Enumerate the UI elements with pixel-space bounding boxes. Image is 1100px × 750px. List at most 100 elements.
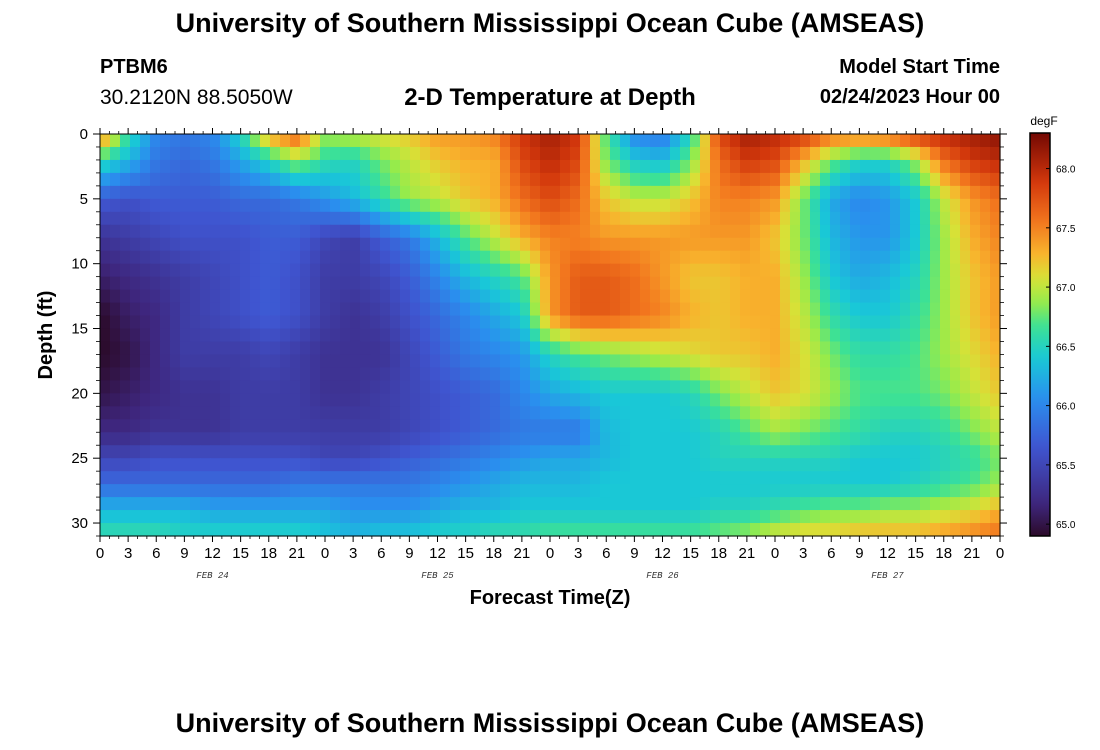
heatmap-cell [160,406,171,420]
heatmap-cell [420,134,431,148]
heatmap-cell [740,354,751,369]
heatmap-cell [900,354,911,369]
heatmap-cell [330,354,341,369]
heatmap-cell [250,185,261,200]
heatmap-cell [260,471,271,485]
heatmap-cell [690,406,701,420]
heatmap-cell [370,471,381,485]
heatmap-cell [490,250,501,265]
heatmap-cell [480,302,491,317]
heatmap-cell [230,198,241,213]
heatmap-cell [610,237,621,252]
heatmap-cell [480,289,491,304]
heatmap-cell [300,250,311,265]
heatmap-cell [620,484,631,498]
heatmap-cell [110,315,121,330]
heatmap-cell [940,198,951,213]
heatmap-cell [210,289,221,304]
heatmap-cell [560,302,571,317]
heatmap-cell [700,211,711,226]
heatmap-cell [120,224,131,239]
heatmap-cell [800,289,811,304]
heatmap-cell [590,471,601,485]
heatmap-cell [560,172,571,187]
heatmap-cell [410,354,421,369]
heatmap-cell [980,263,991,278]
heatmap-cell [250,523,261,537]
heatmap-cell [120,185,131,200]
heatmap-cell [880,419,891,433]
heatmap-cell [180,289,191,304]
heatmap-cell [100,185,111,200]
heatmap-cell [270,523,281,537]
heatmap-cell [560,146,571,161]
heatmap-cell [360,341,371,356]
heatmap-cell [720,445,731,459]
heatmap-cell [300,354,311,369]
heatmap-cell [320,159,331,174]
heatmap-cell [610,198,621,213]
heatmap-cell [790,458,801,472]
heatmap-cell [740,276,751,291]
heatmap-cell [820,510,831,524]
colorbar: degF 65.065.566.066.567.067.568.0 [1029,114,1076,537]
heatmap-cell [230,237,241,252]
heatmap-cell [450,432,461,446]
heatmap-cell [620,185,631,200]
heatmap-cell [370,211,381,226]
heatmap-cell [710,198,721,213]
heatmap-cell [990,341,1001,356]
heatmap-cell [470,276,481,291]
heatmap-cell [240,497,251,511]
heatmap-cell [580,289,591,304]
heatmap-cell [400,432,411,446]
heatmap-cell [740,445,751,459]
heatmap-cell [930,393,941,407]
heatmap-cell [270,263,281,278]
heatmap-cell [780,289,791,304]
heatmap-cell [890,419,901,433]
heatmap-cell [130,211,141,226]
heatmap-cell [440,315,451,330]
heatmap-cell [700,263,711,278]
heatmap-cell [750,172,761,187]
x-tick-label: 9 [405,545,413,562]
heatmap-cell [570,237,581,252]
heatmap-cell [630,263,641,278]
heatmap-cell [920,276,931,291]
heatmap-cell [240,276,251,291]
heatmap-cell [330,172,341,187]
heatmap-cell [270,354,281,369]
heatmap-cell [140,419,151,433]
heatmap-cell [680,458,691,472]
heatmap-cell [970,510,981,524]
heatmap-cell [500,263,511,278]
heatmap-cell [600,263,611,278]
heatmap-cell [250,224,261,239]
heatmap-cell [890,146,901,161]
heatmap-cell [830,146,841,161]
heatmap-cell [470,393,481,407]
heatmap-cell [570,134,581,148]
heatmap-cell [310,211,321,226]
heatmap-cell [360,146,371,161]
heatmap-cell [100,458,111,472]
heatmap-cell [140,445,151,459]
heatmap-cell [660,250,671,265]
heatmap-cell [660,367,671,381]
heatmap-cell [310,134,321,148]
heatmap-cell [970,367,981,381]
heatmap-cell [210,134,221,148]
heatmap-cell [660,211,671,226]
heatmap-cell [680,250,691,265]
heatmap-cell [800,510,811,524]
heatmap-cell [520,445,531,459]
heatmap-cell [610,302,621,317]
heatmap-cell [990,302,1001,317]
heatmap-cell [950,341,961,356]
heatmap-cell [570,146,581,161]
heatmap-cell [320,263,331,278]
heatmap-cell [140,328,151,343]
heatmap-cell [290,471,301,485]
heatmap-cell [190,406,201,420]
